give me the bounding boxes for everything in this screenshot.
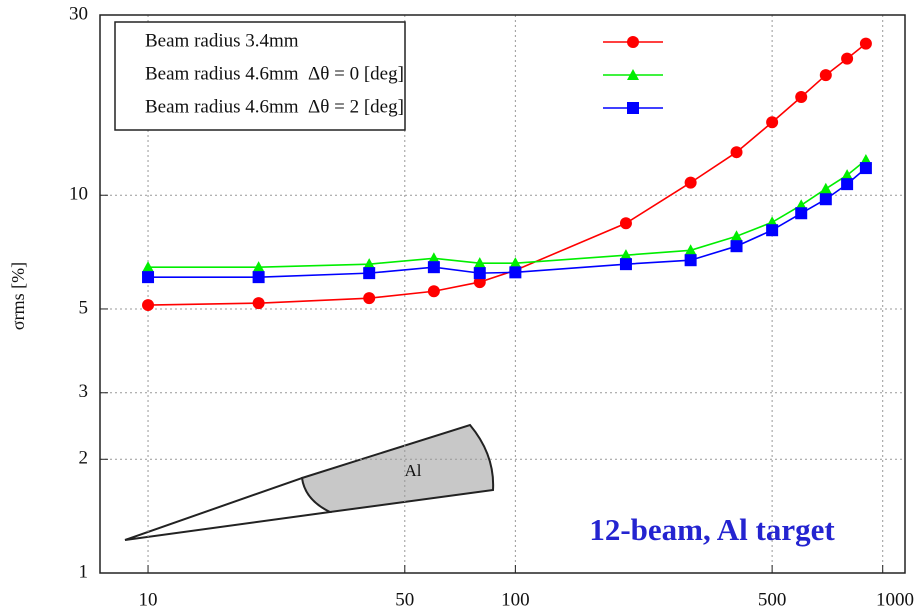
marker bbox=[859, 37, 872, 50]
marker bbox=[684, 244, 697, 256]
marker bbox=[819, 69, 832, 82]
marker bbox=[363, 292, 376, 305]
marker bbox=[427, 285, 440, 298]
marker bbox=[795, 90, 808, 103]
marker bbox=[142, 261, 155, 273]
marker bbox=[841, 169, 854, 181]
legend-marker bbox=[627, 69, 639, 80]
legend-label: Beam radius 4.6mm Δθ = 0 [deg] bbox=[145, 63, 404, 84]
y-tick-label: 5 bbox=[79, 297, 89, 318]
y-tick-label: 30 bbox=[69, 3, 88, 24]
x-tick-label: 500 bbox=[758, 589, 787, 610]
marker bbox=[841, 178, 854, 191]
marker bbox=[819, 193, 832, 206]
y-axis-label: σrms [%] bbox=[8, 262, 28, 330]
marker bbox=[142, 299, 155, 312]
marker bbox=[473, 257, 486, 269]
marker bbox=[684, 176, 697, 189]
y-tick-label: 2 bbox=[79, 448, 89, 469]
marker bbox=[252, 261, 265, 273]
plot-frame bbox=[99, 14, 906, 574]
annotation: 12-beam, Al target bbox=[589, 512, 835, 547]
x-tick-label: 50 bbox=[395, 589, 414, 610]
marker bbox=[363, 258, 376, 270]
marker bbox=[819, 182, 832, 194]
marker bbox=[363, 267, 376, 280]
legend-marker bbox=[627, 102, 639, 114]
marker bbox=[473, 267, 486, 280]
marker bbox=[795, 207, 808, 220]
marker bbox=[730, 240, 743, 253]
marker bbox=[619, 249, 632, 261]
legend-marker bbox=[627, 36, 639, 48]
legend-label: Beam radius 4.6mm Δθ = 2 [deg] bbox=[145, 96, 404, 117]
x-tick-label: 1000 bbox=[876, 589, 914, 610]
marker bbox=[859, 162, 872, 175]
y-tick-label: 1 bbox=[79, 561, 89, 582]
y-tick-label: 3 bbox=[79, 381, 89, 402]
marker bbox=[142, 271, 155, 284]
marker bbox=[766, 116, 779, 129]
legend-label: Beam radius 3.4mm bbox=[145, 30, 299, 51]
marker bbox=[252, 271, 265, 284]
x-tick-label: 10 bbox=[139, 589, 158, 610]
marker bbox=[730, 146, 743, 159]
marker bbox=[766, 224, 779, 237]
marker bbox=[509, 257, 522, 269]
marker bbox=[427, 261, 440, 274]
marker bbox=[252, 297, 265, 310]
x-tick-label: 100 bbox=[501, 589, 530, 610]
marker bbox=[427, 252, 440, 264]
legend bbox=[114, 21, 406, 131]
marker bbox=[619, 258, 632, 271]
marker bbox=[684, 254, 697, 267]
marker bbox=[841, 52, 854, 65]
inset-label: Al bbox=[405, 461, 422, 480]
marker bbox=[730, 230, 743, 242]
y-tick-label: 10 bbox=[69, 184, 88, 205]
marker bbox=[619, 217, 632, 230]
marker bbox=[509, 266, 522, 279]
inset-diagram: Al bbox=[124, 423, 495, 541]
